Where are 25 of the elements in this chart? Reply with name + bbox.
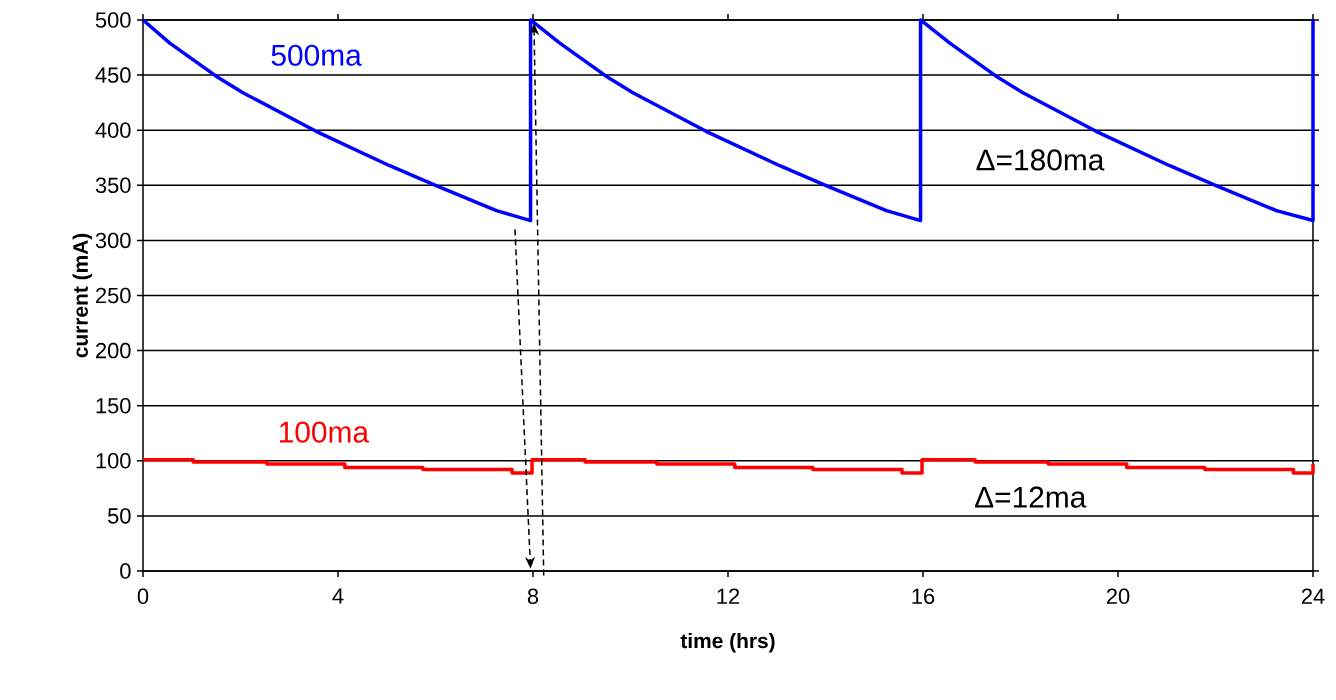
y-tick-label: 350 <box>95 177 131 194</box>
y-axis-title: current (mA) <box>72 233 93 358</box>
y-tick-label: 250 <box>96 287 131 304</box>
x-tick-label: 24 <box>1301 588 1325 604</box>
y-tick-label: 400 <box>95 122 131 138</box>
line-series <box>141 18 1315 223</box>
x-axis-title: time (hrs) <box>680 632 775 653</box>
x-tick-label: 20 <box>1106 588 1130 605</box>
series-label: 500ma <box>271 44 362 66</box>
y-tick-label: 450 <box>95 67 131 83</box>
x-tick-label: 12 <box>717 588 740 604</box>
y-tick-label: 50 <box>107 508 131 524</box>
x-tick-label: 16 <box>912 588 935 605</box>
y-tick-label: 200 <box>96 342 131 359</box>
x-tick-label: 8 <box>527 588 539 605</box>
series-label: 100ma <box>279 421 370 443</box>
x-tick-label: 4 <box>332 588 344 604</box>
y-tick-label: 0 <box>120 563 131 579</box>
annotation: Δ=12ma <box>975 486 1087 508</box>
x-tick-label: 0 <box>137 588 149 605</box>
y-tick-label: 100 <box>96 453 131 469</box>
y-tick-label: 150 <box>96 397 131 414</box>
y-tick-label: 300 <box>95 232 131 249</box>
annotation: Δ=180ma <box>976 149 1105 171</box>
y-tick-label: 500 <box>95 12 131 28</box>
